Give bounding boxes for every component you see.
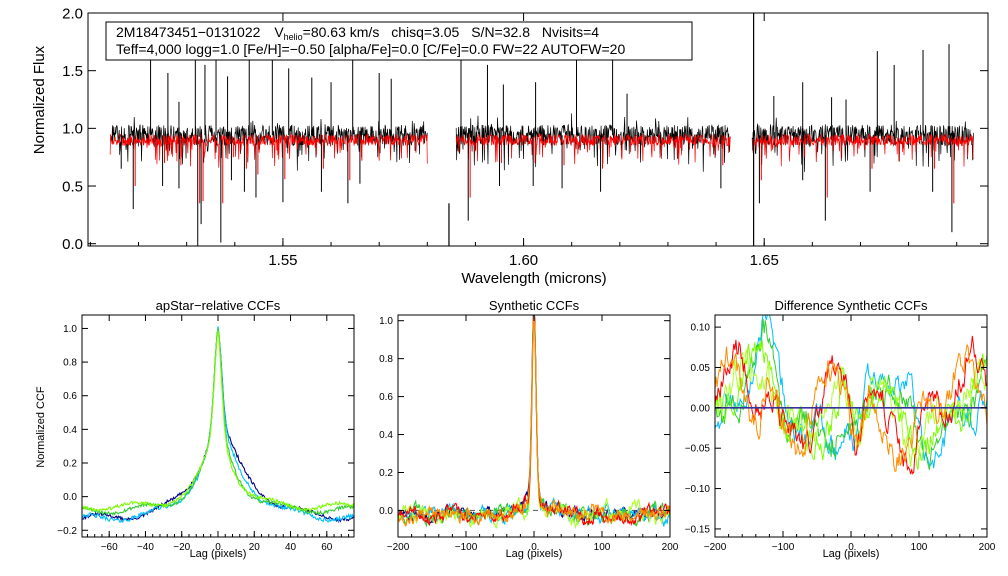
apstar-ccf-frame xyxy=(81,314,355,538)
vhelio-symbol: V xyxy=(274,24,284,40)
difference-ccf-line xyxy=(714,343,988,472)
star-id: 2M18473451−0131022 xyxy=(116,24,261,40)
synthetic-ccf-line xyxy=(397,314,671,527)
spectrum-y-tick-label: 2.0 xyxy=(62,5,83,22)
spectrum-x-tick-label: 1.55 xyxy=(268,252,297,269)
vhelio-subscript: helio xyxy=(284,32,303,42)
spectrum-y-tick-label: 1.5 xyxy=(62,63,83,80)
difference-ccf-y-tick-label: −0.15 xyxy=(685,524,711,535)
synthetic-ccf-line xyxy=(397,315,671,527)
synthetic-ccf-line xyxy=(397,316,671,530)
apstar-ccf-line xyxy=(81,330,355,512)
spectrum-x-tick-label: 1.65 xyxy=(750,252,779,269)
synthetic-ccf-y-tick-label: 0.6 xyxy=(379,392,393,403)
apstar-ccf-series xyxy=(81,326,355,524)
apstar-ccf-y-tick-label: 0.2 xyxy=(63,459,77,470)
spectrum-x-tick-label: 1.60 xyxy=(509,252,538,269)
spectrum-series xyxy=(109,13,974,246)
apstar-ccf-line xyxy=(81,327,355,516)
spectrum-y-tick-label: 0.0 xyxy=(62,236,83,253)
model-spectrum-line xyxy=(455,133,731,165)
synthetic-ccf-y-tick-label: 1.0 xyxy=(379,316,393,327)
synthetic-ccf-y-tick-label: 0.2 xyxy=(379,468,393,479)
apstar-ccf-axes: −60 −40 −20 0 20 40 60 −0.2 0.0 0.2 0.4 0.6 0.8 1.0 xyxy=(57,315,354,553)
difference-ccf-y-tick-label: −0.05 xyxy=(685,444,711,455)
apstar-ccf-title: apStar−relative CCFs xyxy=(156,298,281,313)
annotation-box xyxy=(105,21,693,61)
apstar-ccf-y-tick-label: −0.2 xyxy=(57,526,77,537)
synthetic-ccf-axes: −200 −100 0 100 200 0.0 0.2 0.4 0.6 0.8 1.0 xyxy=(379,315,679,553)
apstar-ccf-y-label: Normalized CCF xyxy=(35,386,47,468)
apstar-ccf-x-tick-label: −20 xyxy=(173,542,190,553)
chisq-value: chisq=3.05 xyxy=(391,24,459,40)
spectrum-x-label: Wavelength (microns) xyxy=(461,270,606,287)
spectrum-axes: 1.55 1.60 1.65 0.0 0.5 1.0 1.5 2.0 xyxy=(62,5,988,269)
apstar-ccf-y-tick-label: 0.0 xyxy=(63,492,77,503)
difference-ccf-x-label: Lag (pixels) xyxy=(823,548,880,560)
synthetic-ccf-x-tick-label: −200 xyxy=(387,542,410,553)
observed-spectrum-line xyxy=(751,117,974,172)
difference-ccf-axes: −200 −100 0 100 200 −0.15 −0.10 −0.05 0.00 0.05 0.… xyxy=(685,315,996,553)
apstar-ccf-x-tick-label: 0 xyxy=(215,542,221,553)
difference-ccf-line xyxy=(714,314,988,469)
spectrum-panel: 1.55 1.60 1.65 0.0 0.5 1.0 1.5 2.0 2M18473451−0… xyxy=(31,5,989,287)
apstar-ccf-y-tick-label: 0.8 xyxy=(63,358,77,369)
annotation-line-1: 2M18473451−0131022 Vhelio=80.63 km/s chi… xyxy=(116,24,599,42)
synthetic-ccf-line xyxy=(397,316,671,528)
synthetic-ccf-frame xyxy=(397,314,671,538)
annotation-line-2: Teff=4,000 logg=1.0 [Fe/H]=−0.50 [alpha/… xyxy=(116,41,625,57)
synthetic-ccf-y-tick-label: 0.4 xyxy=(379,430,393,441)
apstar-ccf-x-tick-label: −40 xyxy=(137,542,154,553)
difference-ccf-x-tick-label: −100 xyxy=(772,542,795,553)
vhelio-value: =80.63 km/s xyxy=(303,24,380,40)
difference-ccf-x-tick-label: 100 xyxy=(911,542,928,553)
apstar-ccf-x-label: Lag (pixels) xyxy=(190,548,247,560)
synthetic-ccf-series xyxy=(397,314,671,530)
difference-ccf-panel: −200 −100 0 100 200 −0.15 −0.10 −0.05 0.00 0.05 0.… xyxy=(685,298,996,560)
apstar-ccf-x-tick-label: 40 xyxy=(285,542,297,553)
difference-ccf-x-tick-label: −200 xyxy=(704,542,727,553)
spectrum-y-tick-label: 0.5 xyxy=(62,178,83,195)
snr-value: S/N=32.8 xyxy=(471,24,530,40)
spectrum-annotation: 2M18473451−0131022 Vhelio=80.63 km/s chi… xyxy=(105,21,693,61)
apstar-ccf-x-tick-label: 20 xyxy=(249,542,261,553)
difference-ccf-line xyxy=(714,335,988,475)
apstar-ccf-y-tick-label: 0.4 xyxy=(63,425,77,436)
model-spectrum-line xyxy=(752,133,974,167)
synthetic-ccf-y-tick-label: 0.8 xyxy=(379,354,393,365)
synthetic-ccf-line xyxy=(397,314,671,527)
apstar-ccf-line xyxy=(81,329,355,524)
nvisits-value: Nvisits=4 xyxy=(542,24,599,40)
synthetic-ccf-line xyxy=(397,314,671,525)
apstar-ccf-y-tick-label: 0.6 xyxy=(63,391,77,402)
synthetic-ccf-x-label: Lag (pixels) xyxy=(506,548,563,560)
apstar-ccf-x-tick-label: −60 xyxy=(101,542,118,553)
difference-ccf-y-tick-label: 0.00 xyxy=(691,403,711,414)
apstar-ccf-panel: −60 −40 −20 0 20 40 60 −0.2 0.0 0.2 0.4 0.6 0.8 1.0 a… xyxy=(35,298,355,560)
synthetic-ccf-panel: −200 −100 0 100 200 0.0 0.2 0.4 0.6 0.8 1.0 Synthe… xyxy=(379,298,679,560)
spectrum-y-tick-label: 1.0 xyxy=(62,121,83,138)
synthetic-ccf-x-tick-label: 100 xyxy=(594,542,611,553)
synthetic-ccf-x-tick-label: 200 xyxy=(662,542,679,553)
difference-ccf-x-tick-label: 200 xyxy=(979,542,996,553)
spectrum-plot-frame xyxy=(87,12,989,247)
difference-ccf-series xyxy=(714,314,988,475)
difference-ccf-y-tick-label: 0.10 xyxy=(691,323,711,334)
synthetic-ccf-x-tick-label: 0 xyxy=(531,542,537,553)
synthetic-ccf-title: Synthetic CCFs xyxy=(489,298,580,313)
synthetic-ccf-x-tick-label: −100 xyxy=(455,542,478,553)
difference-ccf-x-tick-label: 0 xyxy=(848,542,854,553)
difference-ccf-title: Difference Synthetic CCFs xyxy=(775,298,928,313)
spectrum-y-label: Normalized Flux xyxy=(31,45,48,154)
synthetic-ccf-y-tick-label: 0.0 xyxy=(379,506,393,517)
difference-ccf-y-tick-label: 0.05 xyxy=(691,363,711,374)
difference-ccf-y-tick-label: −0.10 xyxy=(685,484,711,495)
apstar-ccf-x-tick-label: 60 xyxy=(321,542,333,553)
apstar-ccf-y-tick-label: 1.0 xyxy=(63,324,77,335)
difference-ccf-line xyxy=(714,318,988,470)
apstar-ccf-line xyxy=(81,326,355,524)
